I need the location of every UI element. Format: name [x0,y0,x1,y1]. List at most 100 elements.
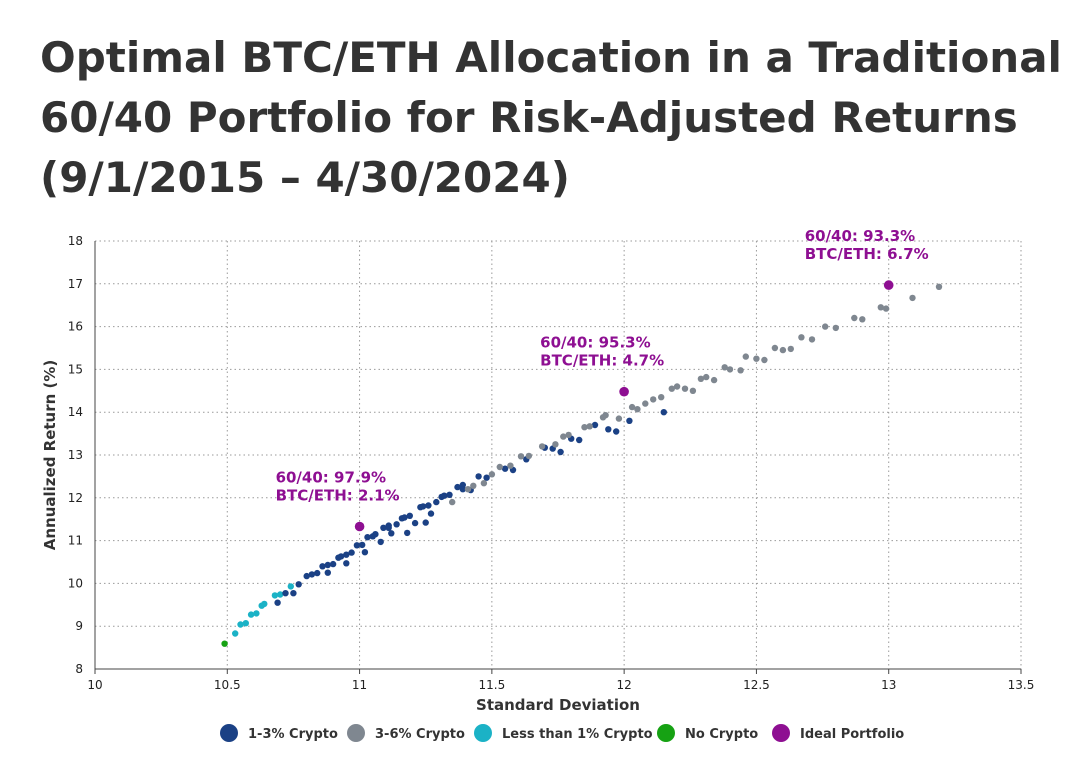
point-3-6 [761,356,768,364]
point-3-6 [689,387,697,394]
point-1-3 [459,486,466,493]
point-3-6 [681,385,689,392]
point-1-3 [372,531,379,538]
point-3-6 [673,383,681,390]
point-3-6 [560,433,567,440]
chart-title-line-1: Optimal BTC/ETH Allocation in a Traditio… [40,33,1062,82]
y-tick-label: 15 [68,362,83,376]
point-3-6 [726,366,734,373]
point-3-6 [703,373,710,381]
point-1-3 [483,474,490,481]
point-3-6 [480,480,488,487]
chart-title-line-3: (9/1/2015 – 4/30/2024) [40,153,570,202]
point-3-6 [586,423,593,430]
point-1-3 [361,549,369,556]
point-3-6 [742,353,749,360]
x-tick-label: 13 [881,678,896,692]
point-1-3 [290,590,297,597]
point-1-3 [425,502,432,509]
y-tick-label: 12 [68,491,83,505]
point-3-6 [851,314,858,322]
point-ideal [883,280,894,290]
point-3-6 [634,406,641,413]
y-tick-label: 14 [68,405,83,419]
legend-label: 3-6% Crypto [375,727,465,742]
annotation-line: BTC/ETH: 4.7% [540,352,664,370]
point-3-6 [496,463,503,471]
point-1-3 [324,569,331,576]
point-1-3 [353,542,361,549]
point-3-6 [488,471,496,478]
point-1-3 [308,571,316,578]
point-1-3 [343,560,350,567]
legend-swatch [347,724,365,742]
point-1-3 [404,529,411,537]
chart-title: Optimal BTC/ETH Allocation in a Traditio… [40,28,1062,208]
point-1-3 [324,561,331,569]
point-lt1 [261,600,268,608]
point-1-3 [359,541,366,549]
legend-swatch [657,724,675,742]
point-3-6 [877,304,884,311]
point-1-3 [422,519,429,526]
legend-swatch [220,724,238,742]
axes: 8 9 10 11 12 13 14 15 16 17 18 10 10.5 11 11.5 12 12.5 13… [68,234,1035,692]
x-tick-label: 11 [352,678,367,692]
point-3-6 [507,462,514,469]
legend-item-lt1: Less than 1% Crypto [474,724,653,742]
x-axis-title: Standard Deviation [476,696,640,714]
point-3-6 [721,364,728,371]
point-3-6 [628,403,636,411]
annotation-label: 60/40: 95.3% BTC/ETH: 4.7% [540,334,664,370]
legend-swatch [772,724,790,742]
point-3-6 [779,346,787,354]
point-lt1 [271,592,279,599]
point-3-6 [832,324,839,332]
point-1-3 [303,572,310,580]
point-1-3 [501,465,509,472]
y-tick-label: 13 [68,448,83,462]
annotation-line: 60/40: 97.9% [276,468,387,486]
point-3-6 [859,316,866,323]
point-3-6 [449,498,456,506]
point-3-6 [581,424,588,431]
legend-item-none: No Crypto [657,724,758,742]
point-3-6 [710,376,718,384]
point-1-3 [441,492,448,499]
legend-item-ideal: Ideal Portfolio [772,724,904,742]
legend: 1-3% Crypto 3-6% Crypto Less than 1% Crypt… [220,724,904,742]
point-3-6 [882,305,890,312]
point-1-3 [427,510,435,517]
y-tick-label: 9 [75,619,83,633]
y-tick-label: 16 [68,320,83,334]
x-tick-label: 12.5 [743,678,770,692]
point-lt1 [247,611,255,618]
point-1-3 [626,417,633,424]
point-3-6 [787,345,794,353]
point-3-6 [737,367,744,374]
annotation-line: BTC/ETH: 6.7% [805,245,929,263]
point-3-6 [697,375,705,382]
point-1-3 [364,534,371,541]
point-1-3 [454,483,461,491]
point-3-6 [552,441,559,448]
y-tick-label: 11 [68,534,83,548]
point-1-3 [348,549,355,556]
point-1-3 [613,428,620,435]
point-ideal [619,386,629,397]
point-1-3 [329,560,337,568]
point-1-3 [475,473,482,480]
point-lt1 [232,630,239,637]
y-tick-label: 17 [68,277,83,291]
point-lt1 [287,583,294,590]
point-1-3 [274,599,281,606]
point-1-3 [433,498,440,506]
legend-label: Ideal Portfolio [800,727,904,742]
point-3-6 [753,355,760,362]
point-3-6 [668,385,675,392]
point-1-3 [446,491,453,498]
y-tick-label: 18 [68,234,83,248]
point-1-3 [385,524,392,531]
point-3-6 [650,396,657,403]
legend-label: No Crypto [685,727,758,742]
